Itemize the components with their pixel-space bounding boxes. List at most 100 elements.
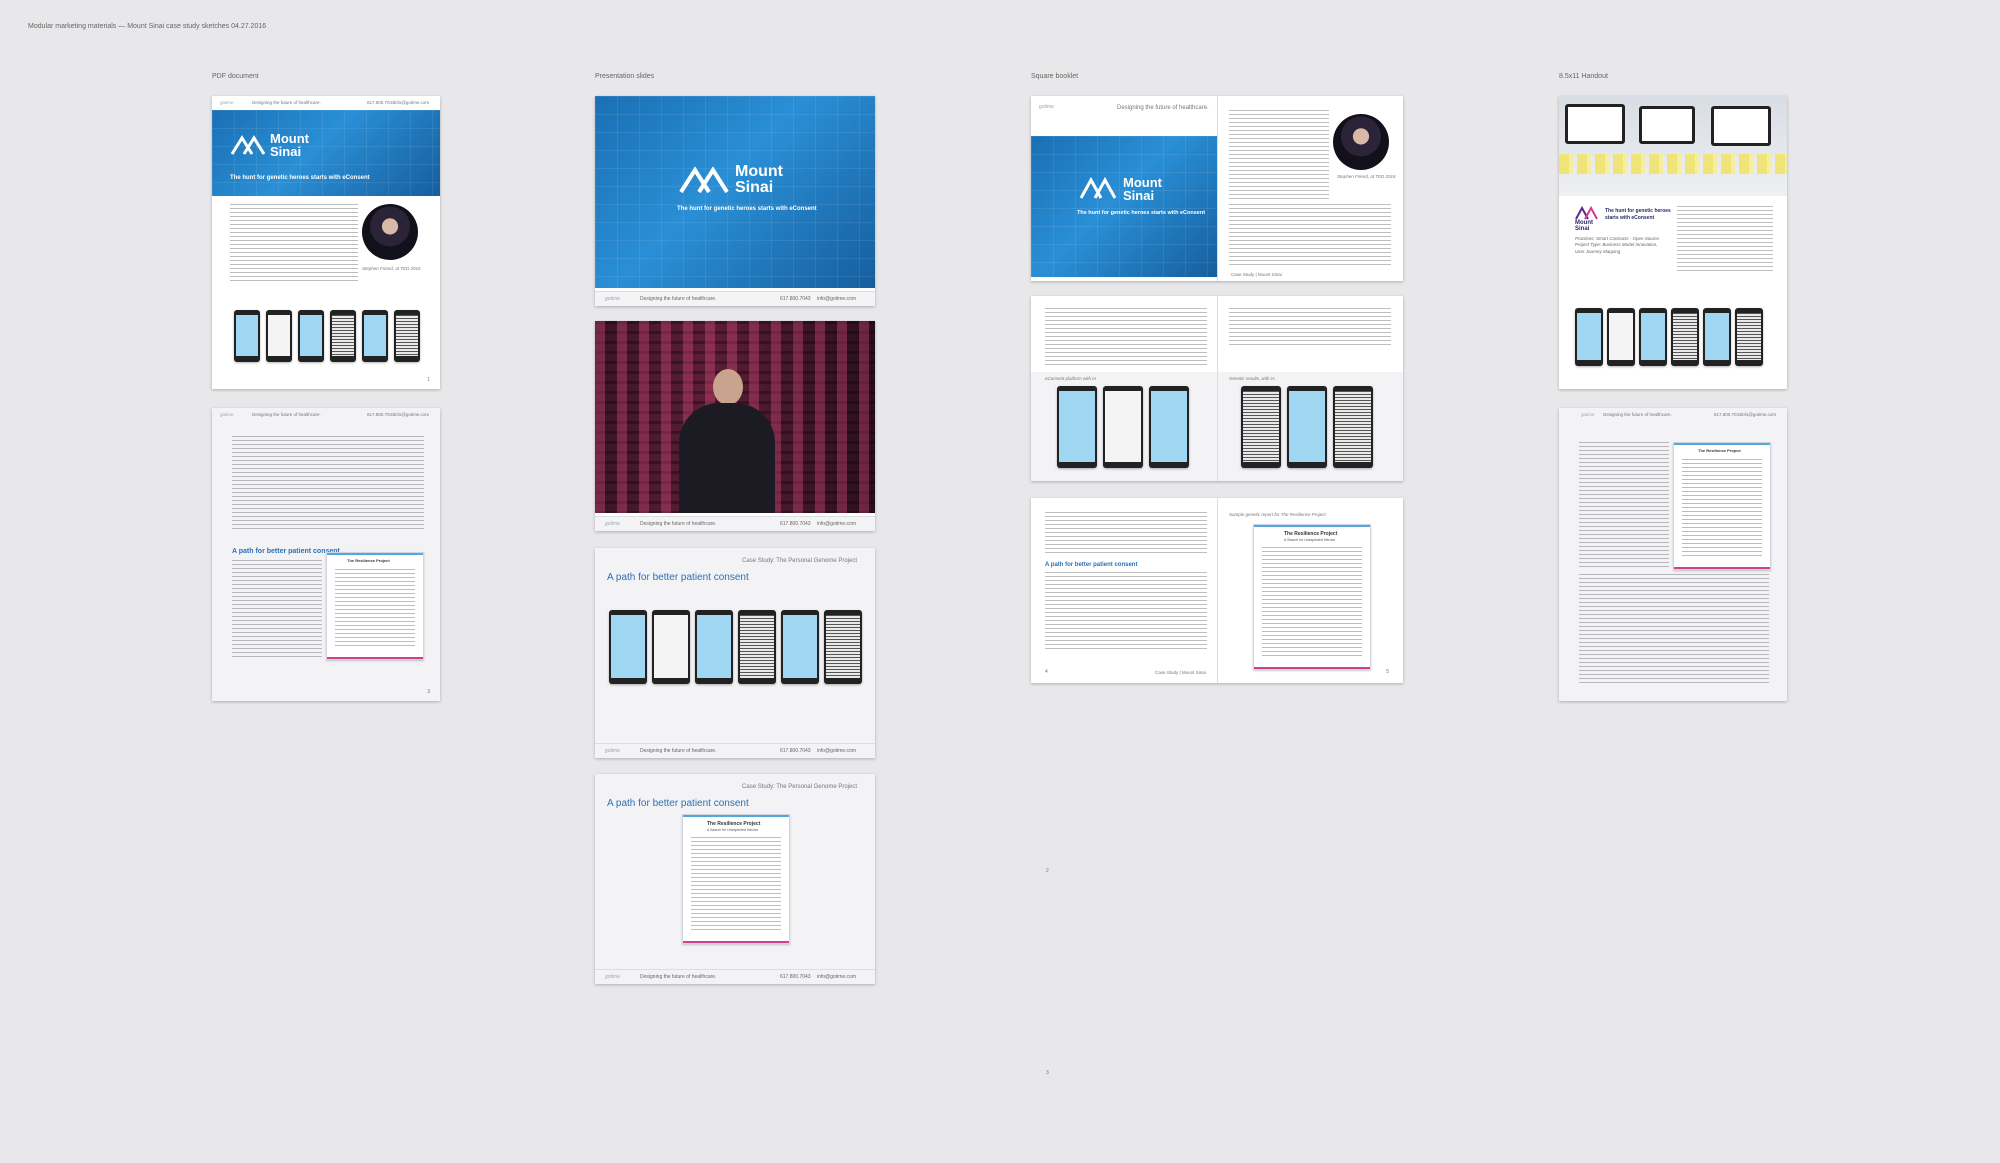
slide-4[interactable]: Case Study: The Personal Genome Project …	[595, 774, 875, 984]
footer-tag: Designing the future of healthcare.	[640, 521, 717, 527]
pdf-page-1[interactable]: gotime Designing the future of healthcar…	[212, 96, 440, 389]
section-heading: A path for better patient consent	[232, 548, 340, 555]
footer-tag: Designing the future of healthcare.	[640, 296, 717, 302]
section-label-booklet: Square booklet	[1031, 73, 1079, 80]
booklet-spread-3[interactable]: A path for better patient consent 4 Case…	[1031, 498, 1403, 683]
stray-page-number: 3	[1046, 1070, 1049, 1076]
thumb-title: The Resilience Project	[707, 821, 761, 827]
phone-mockup	[1671, 308, 1699, 366]
speaker-portrait	[362, 204, 418, 260]
slide-heading: A path for better patient consent	[607, 572, 749, 583]
phone-mockup	[1241, 386, 1281, 468]
footer-email: info@gotime.com	[817, 974, 856, 980]
company-mark: gotime	[605, 296, 621, 302]
header-tag: Designing the future of healthcare.	[1603, 412, 1672, 417]
pdf-body-text	[232, 560, 322, 660]
mount-sinai-logo-icon	[1575, 205, 1598, 220]
phone-mockup	[1103, 386, 1143, 468]
thumb-title: The Resilience Project	[1284, 531, 1338, 537]
results-caption: Genetic results, with iA	[1229, 376, 1275, 381]
footer-email: info@gotime.com	[817, 296, 856, 302]
section-heading: A path for better patient consent	[1045, 562, 1138, 568]
page-number: 5	[1386, 669, 1389, 675]
thumb-subtitle: A Search for Unexpected Heroes	[707, 828, 759, 832]
phone-mockup	[330, 310, 356, 362]
logo-text-1: Mount	[735, 163, 783, 180]
booklet-body-text	[1045, 308, 1207, 368]
thumb-text	[691, 837, 781, 933]
slide-footer: gotime Designing the future of healthcar…	[595, 291, 875, 306]
phone-mockup	[652, 610, 690, 684]
pdf-page-2[interactable]: gotime Designing the future of healthcar…	[212, 408, 440, 701]
booklet-body-text	[1045, 512, 1207, 556]
header-phone: 617.800.7043	[367, 100, 395, 105]
section-label-handout: 8.5x11 Handout	[1559, 73, 1608, 80]
sample-caption: Sample genetic report for The Resilience…	[1229, 512, 1326, 517]
company-mark: gotime	[605, 521, 621, 527]
handout-body-text	[1677, 206, 1773, 274]
header-email: info@gotime.com	[394, 412, 430, 417]
booklet-spread-2[interactable]: eConsent platform with iA Genetic result…	[1031, 296, 1403, 481]
phone-mockup	[1639, 308, 1667, 366]
slide-2[interactable]: gotime Designing the future of healthcar…	[595, 321, 875, 531]
phone-mockup	[609, 610, 647, 684]
booklet-body-text	[1045, 572, 1207, 652]
phone-mockup	[362, 310, 388, 362]
thumb-title: The Resilience Project	[347, 558, 390, 563]
handout-body-text	[1579, 574, 1769, 684]
report-thumbnail: The Resilience Project A Search for Unex…	[1253, 524, 1371, 670]
report-thumbnail: The Resilience Project A Search for Unex…	[682, 814, 790, 944]
booklet-body-text	[1229, 308, 1391, 348]
logo-text-2: Sinai	[735, 179, 774, 196]
slide-1[interactable]: Mount Sinai The hunt for genetic heroes …	[595, 96, 875, 306]
slide-heading: A path for better patient consent	[607, 798, 749, 809]
pdf-page-2-header: gotime Designing the future of healthcar…	[212, 408, 440, 420]
booklet-footer-label: Case Study | Mount Sinai	[1231, 272, 1282, 277]
booklet-footer-label: Case Study | Mount Sinai	[1155, 670, 1206, 675]
phone-mockup	[1287, 386, 1327, 468]
phone-mockup	[1333, 386, 1373, 468]
page-number: 4	[1045, 669, 1048, 675]
booklet-spread-1[interactable]: gotime Designing the future of healthcar…	[1031, 96, 1403, 281]
slide-3[interactable]: Case Study: The Personal Genome Project …	[595, 548, 875, 758]
phone-mockup	[824, 610, 862, 684]
portrait-caption: Stephen Friend, at TED 2016	[1337, 174, 1396, 179]
header-email: info@gotime.com	[1741, 412, 1777, 417]
slide-footer: gotime Designing the future of healthcar…	[595, 969, 875, 984]
phone-mockup	[298, 310, 324, 362]
logo-text-2: Sinai	[270, 144, 302, 159]
slide-footer: gotime Designing the future of healthcar…	[595, 516, 875, 531]
handout-page-2[interactable]: gotime Designing the future of healthcar…	[1559, 408, 1787, 701]
thumb-subtitle: A Search for Unexpected Heroes	[1284, 538, 1336, 542]
pdf-body-text	[232, 436, 424, 532]
handout-page-1[interactable]: Mount Sinai The hunt for genetic heroes …	[1559, 96, 1787, 389]
phone-mockup	[1575, 308, 1603, 366]
mount-sinai-logo-icon	[679, 166, 729, 194]
company-mark: gotime	[220, 100, 234, 105]
speaker-portrait	[1333, 114, 1389, 170]
pdf-body-text	[230, 204, 358, 284]
speaker-photo	[595, 321, 875, 513]
company-mark: gotime	[220, 412, 234, 417]
logo-text-1: Mount	[1575, 220, 1593, 226]
booklet-hero-image: Mount Sinai The hunt for genetic heroes …	[1031, 136, 1217, 277]
header-tag: Designing the future of healthcare.	[252, 100, 321, 105]
pdf-page-1-header: gotime Designing the future of healthcar…	[212, 96, 440, 108]
footer-tag: Designing the future of healthcare.	[640, 974, 717, 980]
mount-sinai-logo-icon	[230, 135, 266, 155]
phone-mockup	[1057, 386, 1097, 468]
thumb-text	[335, 569, 415, 649]
logo-text-1: Mount	[1123, 175, 1162, 190]
footer-phone: 617.800.7043	[780, 521, 811, 527]
slide-hero-image: Mount Sinai The hunt for genetic heroes …	[595, 96, 875, 288]
booklet-body-text	[1229, 204, 1391, 266]
handout-tagline-2: starts with eConsent	[1605, 215, 1655, 221]
phone-mockup	[394, 310, 420, 362]
phone-mockup	[234, 310, 260, 362]
section-label-slides: Presentation slides	[595, 73, 655, 80]
company-mark: gotime	[1039, 104, 1055, 110]
handout-body-text	[1579, 442, 1669, 568]
header-tag: Designing the future of healthcare.	[252, 412, 321, 417]
hero-tagline: The hunt for genetic heroes starts with …	[677, 206, 817, 212]
stray-page-number: 2	[1046, 868, 1049, 874]
